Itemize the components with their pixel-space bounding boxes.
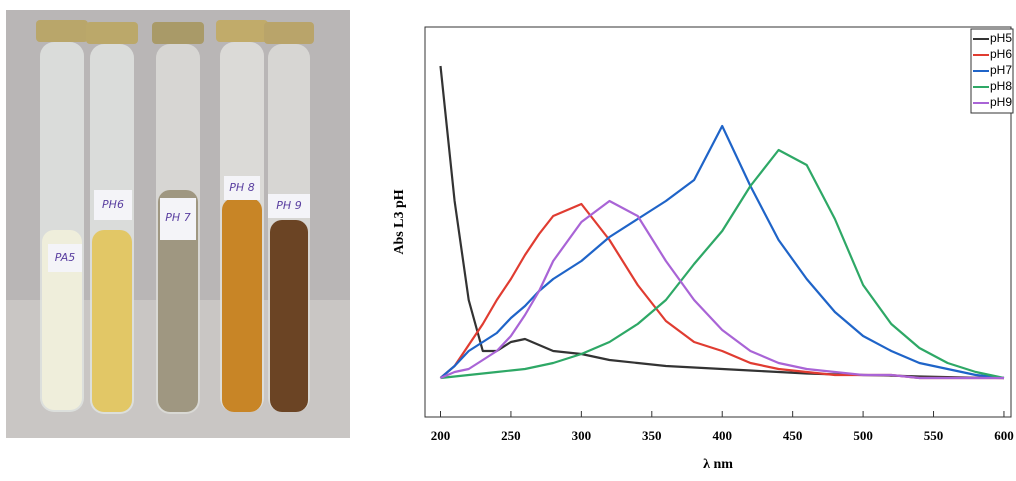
tubes: [36, 20, 314, 414]
x-tick-label: 200: [431, 428, 451, 443]
x-tick-label: 600: [994, 428, 1014, 443]
series-line: [440, 148, 1005, 380]
legend-label: pH5: [990, 31, 1012, 45]
series-line: [440, 199, 1004, 380]
x-tick-label: 350: [642, 428, 662, 443]
tube-label: PH 7: [165, 211, 190, 224]
plot-frame: [424, 26, 1012, 418]
legend-label: pH8: [990, 79, 1012, 93]
x-tick-label: 400: [712, 428, 732, 443]
x-tick-label: 450: [783, 428, 803, 443]
tube-label: PA5: [55, 251, 76, 264]
x-tick-label: 500: [853, 428, 873, 443]
series-line: [439, 124, 1005, 380]
tube-label: PH 9: [276, 199, 301, 212]
legend-label: pH9: [990, 95, 1012, 109]
x-axis-title: λ nm: [703, 457, 733, 472]
x-tick-label: 550: [924, 428, 944, 443]
tube-label: PH6: [102, 198, 124, 211]
tube-label: PH 8: [229, 181, 254, 194]
x-tick-label: 250: [501, 428, 521, 443]
x-tick-label: 300: [572, 428, 592, 443]
y-axis-title: Abs L3 pH: [392, 189, 407, 254]
legend-label: pH7: [990, 63, 1012, 77]
legend-label: pH6: [990, 47, 1012, 61]
photo: PA5 PH6 PH 7 PH 8 PH 9: [6, 10, 350, 438]
